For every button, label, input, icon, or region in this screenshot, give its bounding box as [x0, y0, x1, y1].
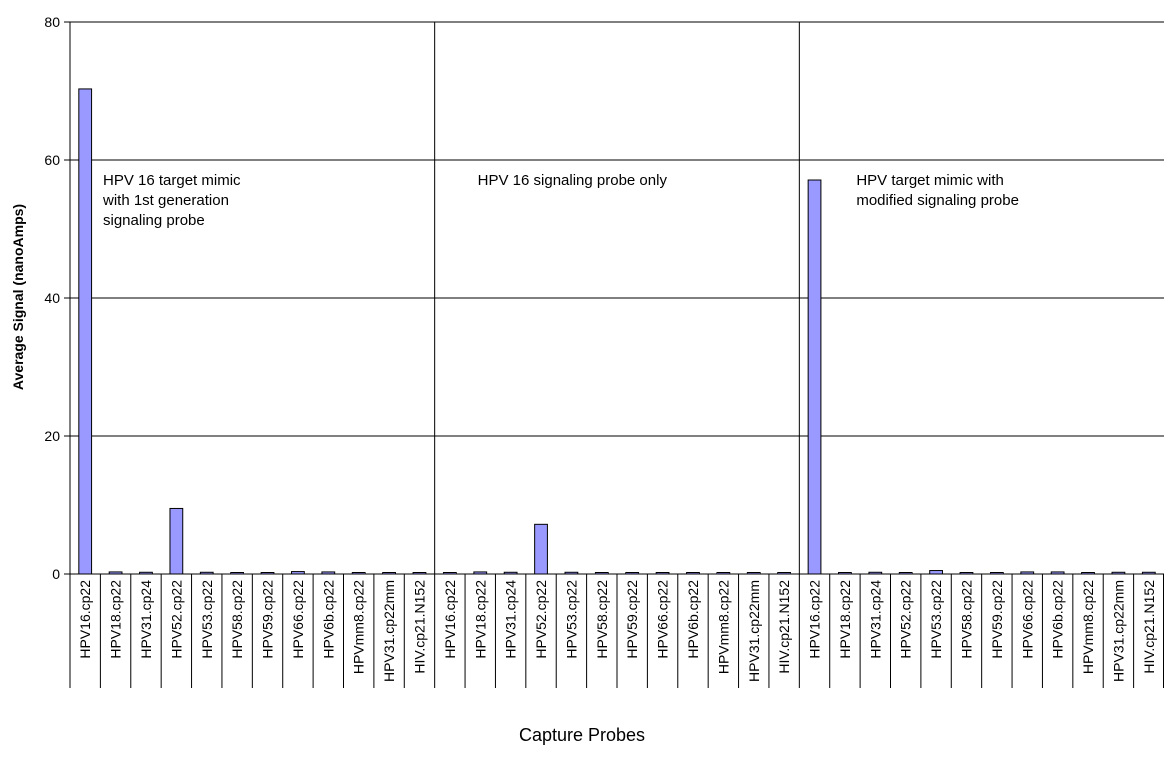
category-label: HPV59.cp22 — [624, 580, 640, 659]
category-label: HPV66.cp22 — [1019, 580, 1035, 659]
category-label: HPV6b.cp22 — [320, 580, 336, 659]
category-label: HPV31.cp22mm — [381, 580, 397, 682]
group-annotation-line: signaling probe — [103, 212, 205, 229]
y-tick-label: 40 — [44, 290, 60, 306]
category-label: HPV59.cp22 — [260, 580, 276, 659]
category-label: HPV18.cp22 — [108, 580, 124, 659]
category-label: HPV58.cp22 — [594, 580, 610, 659]
y-tick-label: 60 — [44, 152, 60, 168]
y-axis-title: Average Signal (nanoAmps) — [10, 204, 26, 390]
bar — [929, 570, 943, 575]
annotation-layer: HPV 16 target mimic with 1st generation si… — [102, 172, 1019, 229]
category-label: HPV31.cp22mm — [746, 580, 762, 682]
y-tick-label: 80 — [44, 14, 60, 30]
category-label: HPV52.cp22 — [168, 580, 184, 659]
category-label: HPV53.cp22 — [563, 580, 579, 659]
group-annotation-line: HPV 16 signaling probe only — [478, 172, 668, 189]
category-label: HPV58.cp22 — [229, 580, 245, 659]
category-label: HPV52.cp22 — [533, 580, 549, 659]
group-annotation-line: with 1st generation — [102, 192, 229, 209]
category-label: HPV66.cp22 — [290, 580, 306, 659]
group-annotation-line: HPV 16 target mimic — [103, 172, 241, 189]
category-label: HPV66.cp22 — [655, 580, 671, 659]
category-label: HPV6b.cp22 — [1050, 580, 1066, 659]
category-label: HPV53.cp22 — [199, 580, 215, 659]
category-label: HPV52.cp22 — [898, 580, 914, 659]
category-label: HPV58.cp22 — [958, 580, 974, 659]
y-tick-label: 0 — [52, 566, 60, 582]
axis-layer: 0 20 40 60 80 HPV16.cp22 HPV18.cp22 HPV31.cp24 H… — [44, 14, 1164, 688]
category-label: HPVmm8.cp22 — [351, 580, 367, 674]
y-tick-label: 20 — [44, 428, 60, 444]
category-label: HPV16.cp22 — [807, 580, 823, 659]
category-label: HPV31.cp24 — [503, 580, 519, 659]
category-label: HPV59.cp22 — [989, 580, 1005, 659]
category-label: HPV31.cp24 — [138, 580, 154, 659]
bar — [534, 523, 548, 575]
category-label: HIV.cp21.N152 — [776, 580, 792, 674]
category-label: HIV.cp21.N152 — [1141, 580, 1157, 674]
bar — [78, 88, 93, 575]
bar — [807, 179, 822, 575]
category-label: HPV53.cp22 — [928, 580, 944, 659]
category-label: HPV31.cp22mm — [1110, 580, 1126, 682]
bar — [169, 507, 184, 575]
category-label: HPV18.cp22 — [472, 580, 488, 659]
category-label: HPV6b.cp22 — [685, 580, 701, 659]
category-label: HPVmm8.cp22 — [1080, 580, 1096, 674]
group-annotation-line: modified signaling probe — [856, 192, 1019, 209]
category-label: HPV31.cp24 — [867, 580, 883, 659]
category-label: HPVmm8.cp22 — [715, 580, 731, 674]
x-axis-title: Capture Probes — [519, 725, 645, 745]
category-label: HPV16.cp22 — [442, 580, 458, 659]
category-label: HIV.cp21.N152 — [411, 580, 427, 674]
category-label: HPV16.cp22 — [77, 580, 93, 659]
group-annotation-line: HPV target mimic with — [856, 172, 1004, 189]
category-label: HPV18.cp22 — [837, 580, 853, 659]
bar-layer — [78, 88, 1156, 575]
